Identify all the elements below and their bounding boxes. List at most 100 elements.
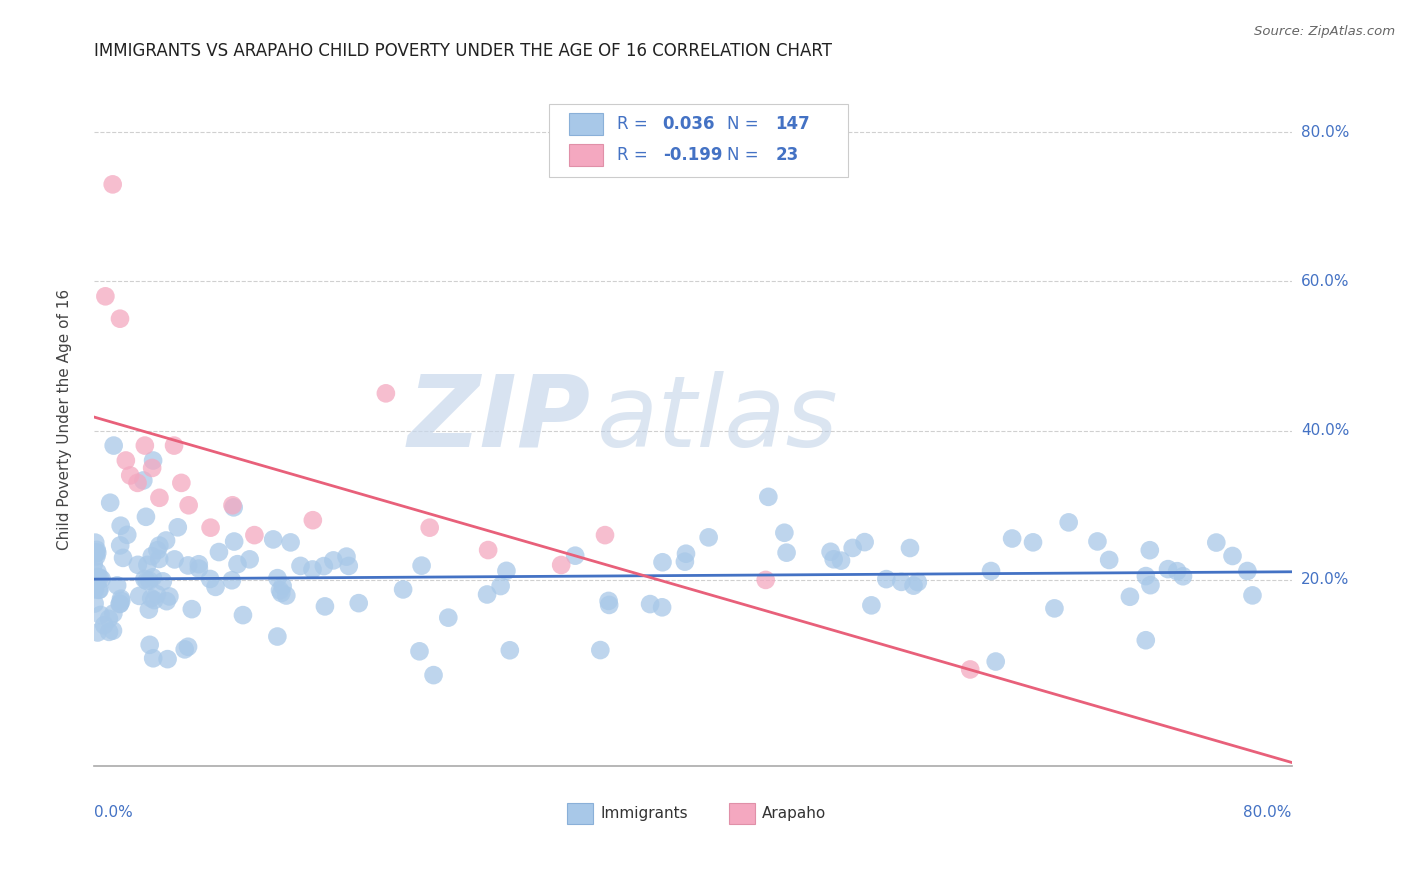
Point [860, 599, 883, 613]
Point [110, 518, 132, 533]
Point [89, 570, 111, 584]
Point [101, 178, 124, 192]
Point [97, 612, 120, 626]
Point [117, 528, 139, 542]
Point [593, 528, 616, 542]
Point [301, 562, 323, 576]
Text: Source: ZipAtlas.com: Source: ZipAtlas.com [1254, 25, 1395, 38]
FancyBboxPatch shape [569, 112, 603, 135]
Point [135, 509, 157, 524]
Point [266, 630, 288, 644]
Point [155, 533, 177, 548]
Point [1135, 633, 1157, 648]
Text: N =: N = [727, 146, 759, 164]
Point [907, 575, 929, 590]
Text: 40.0%: 40.0% [1301, 423, 1350, 438]
Point [697, 530, 720, 544]
Point [322, 553, 344, 567]
Point [200, 521, 222, 535]
Point [495, 564, 517, 578]
Point [84, 582, 107, 597]
Point [157, 590, 180, 604]
Point [1135, 569, 1157, 583]
Point [1057, 516, 1080, 530]
Point [980, 564, 1002, 578]
Point [239, 552, 262, 566]
Point [127, 558, 149, 572]
Point [301, 513, 323, 527]
Point [984, 655, 1007, 669]
Point [134, 572, 156, 586]
Point [875, 572, 897, 586]
Point [101, 624, 124, 638]
Point [127, 475, 149, 490]
Point [83, 572, 105, 586]
Text: 147: 147 [775, 115, 810, 133]
Point [1022, 535, 1045, 549]
Point [959, 663, 981, 677]
Point [1098, 553, 1121, 567]
Text: R =: R = [617, 115, 648, 133]
Point [208, 545, 231, 559]
FancyBboxPatch shape [728, 804, 755, 824]
Point [148, 539, 170, 553]
Point [84, 547, 107, 561]
Point [756, 490, 779, 504]
Point [564, 549, 586, 563]
Point [1087, 534, 1109, 549]
Point [108, 597, 131, 611]
Point [83, 597, 105, 611]
Point [84, 545, 107, 559]
Point [823, 552, 845, 566]
Point [312, 559, 335, 574]
FancyBboxPatch shape [548, 103, 848, 177]
Point [177, 498, 200, 512]
Point [475, 587, 498, 601]
Point [89, 582, 111, 597]
Point [146, 587, 169, 601]
Text: 80.0%: 80.0% [1243, 805, 1292, 820]
Point [86, 546, 108, 560]
Point [280, 535, 302, 549]
Point [138, 602, 160, 616]
Point [408, 644, 430, 658]
Point [110, 591, 132, 606]
Point [86, 565, 108, 579]
Text: Immigrants: Immigrants [600, 806, 688, 822]
Point [86, 542, 108, 557]
Text: -0.199: -0.199 [662, 146, 723, 164]
Point [120, 468, 142, 483]
Point [198, 572, 221, 586]
Point [103, 439, 125, 453]
Point [84, 535, 107, 549]
Point [903, 579, 925, 593]
Text: 0.0%: 0.0% [94, 805, 132, 820]
Point [651, 555, 673, 569]
Point [224, 534, 246, 549]
Point [83, 557, 105, 571]
Point [651, 600, 673, 615]
Point [112, 550, 135, 565]
FancyBboxPatch shape [567, 804, 593, 824]
Point [108, 538, 131, 552]
Point [1157, 562, 1180, 576]
Point [138, 638, 160, 652]
Point [141, 591, 163, 606]
Point [890, 574, 912, 589]
Point [155, 594, 177, 608]
Point [262, 533, 284, 547]
Point [115, 453, 138, 467]
Point [170, 475, 193, 490]
Point [105, 578, 128, 592]
Point [411, 558, 433, 573]
Point [136, 558, 159, 572]
Point [222, 500, 245, 515]
Point [314, 599, 336, 614]
Point [108, 597, 131, 611]
Point [108, 311, 131, 326]
Y-axis label: Child Poverty Under the Age of 16: Child Poverty Under the Age of 16 [58, 289, 72, 550]
Point [90, 572, 112, 586]
Point [422, 668, 444, 682]
Point [83, 582, 105, 596]
Point [673, 555, 696, 569]
